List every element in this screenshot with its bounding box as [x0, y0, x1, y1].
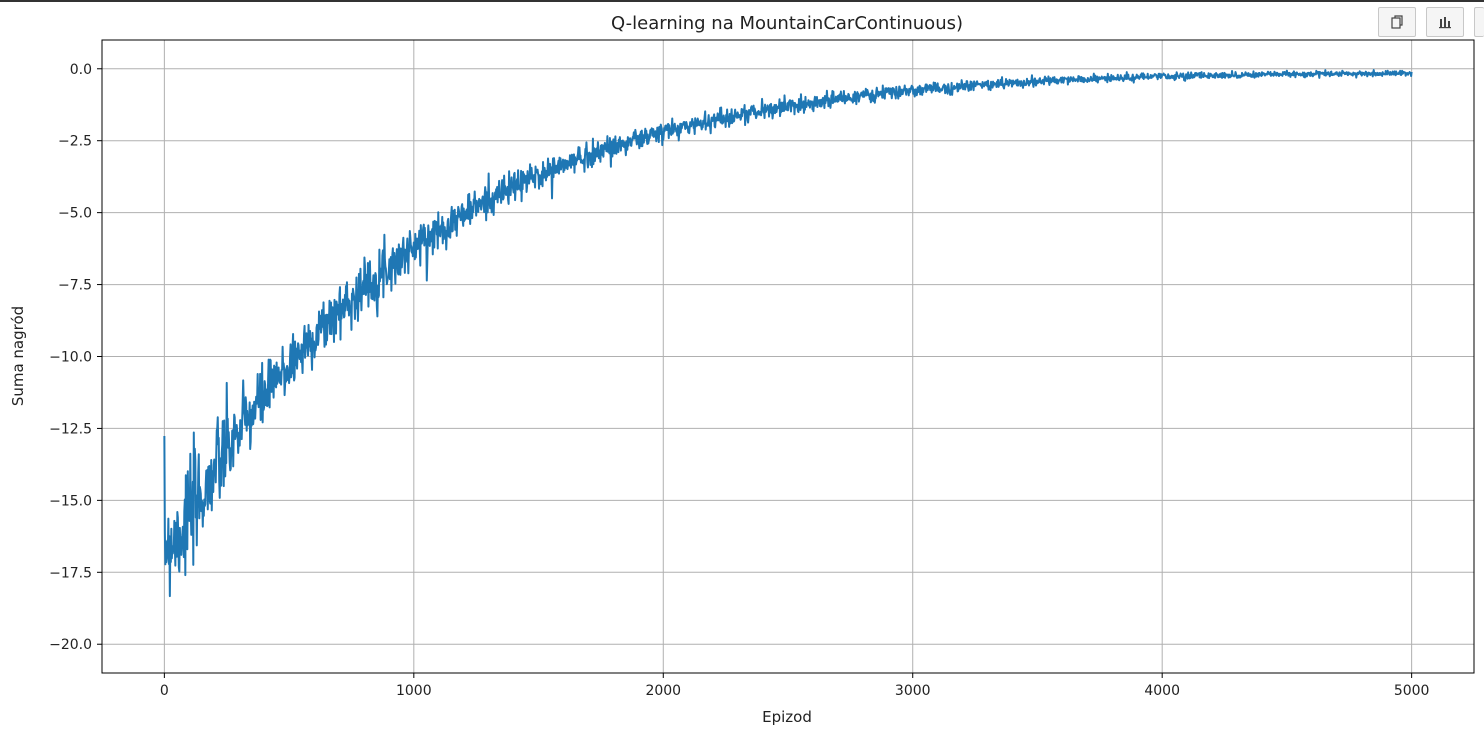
x-tick-label: 2000	[645, 683, 681, 699]
series-layer	[163, 69, 1413, 598]
more-button[interactable]	[1474, 7, 1484, 37]
bar-chart-icon	[1439, 17, 1451, 29]
x-axis-label: Epizod	[762, 708, 812, 726]
y-tick-label: −5.0	[58, 206, 92, 222]
y-axis-label: Suma nagród	[9, 306, 27, 406]
grid	[102, 40, 1474, 673]
y-tick-label: −12.5	[49, 421, 92, 437]
y-tick-label: −10.0	[49, 350, 92, 366]
y-tick-label: −2.5	[58, 134, 92, 150]
y-tick-label: −15.0	[49, 493, 92, 509]
y-tick-label: 0.0	[70, 62, 92, 78]
ticks: 0 1000 2000 3000 4000 5000 0.0 −2.5 −5.0 −7.5 −10.…	[49, 62, 1429, 699]
x-tick-label: 4000	[1144, 683, 1180, 699]
y-tick-label: −20.0	[49, 637, 92, 653]
chart-title: Q-learning na MountainCarContinuous)	[611, 13, 963, 34]
x-tick-label: 1000	[396, 683, 432, 699]
y-tick-label: −7.5	[58, 278, 92, 294]
top-border	[0, 0, 1484, 2]
chart-view-button[interactable]	[1426, 7, 1464, 37]
copy-icon	[1391, 15, 1403, 29]
figure-toolbar	[1378, 7, 1484, 37]
reward-series-line	[163, 69, 1413, 598]
x-tick-label: 5000	[1394, 683, 1430, 699]
x-tick-label: 0	[160, 683, 169, 699]
x-tick-label: 3000	[895, 683, 931, 699]
copy-button[interactable]	[1378, 7, 1416, 37]
y-tick-label: −17.5	[49, 565, 92, 581]
